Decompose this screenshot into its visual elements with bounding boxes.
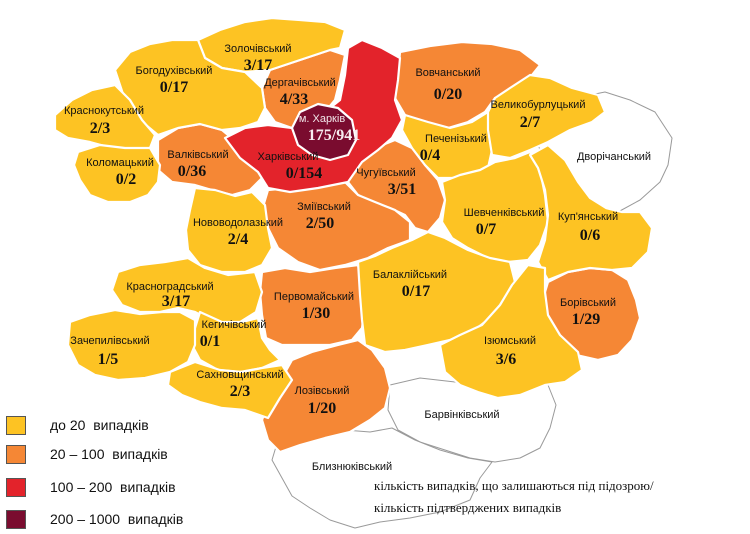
region-blyzniukivskyi[interactable] <box>271 427 493 529</box>
label-pechenizkyi: Печенізький <box>425 133 487 145</box>
legend-label-orange: 20 – 100 випадків <box>50 446 168 462</box>
label-zachepylivskyi: Зачепилівський <box>70 335 149 347</box>
region-izyumskyi[interactable] <box>438 263 584 400</box>
label-chuhuivskyi: Чугуївський <box>356 167 415 179</box>
region-bohodukhivskyi[interactable] <box>113 38 267 137</box>
legend-swatch-orange <box>6 444 26 464</box>
value-vovchanskyi: 0/20 <box>434 86 462 103</box>
value-valkivskyi: 0/36 <box>178 163 206 180</box>
region-novovodolazkyi[interactable] <box>184 186 274 274</box>
region-sakhnovshchynskyi[interactable] <box>166 360 294 420</box>
region-m-kharkiv[interactable] <box>290 102 358 162</box>
label-velykoburlutskyi: Великобурлуцький <box>491 99 586 111</box>
legend-item-maroon: 200 – 1000 випадків <box>6 508 183 530</box>
label-lozivskyi: Лозівський <box>295 385 350 397</box>
legend-label-red: 100 – 200 випадків <box>50 479 176 495</box>
value-pechenizkyi: 0/4 <box>420 147 440 164</box>
label-zolochivskyi: Золочівський <box>224 43 291 55</box>
value-borivskyi: 1/29 <box>572 311 600 328</box>
value-velykoburlutskyi: 2/7 <box>520 114 540 131</box>
label-shevchenkivskyi: Шевченківський <box>464 207 545 219</box>
label-kolomatskyi: Коломацький <box>86 157 154 169</box>
label-barvinkivskyi: Барвінківський <box>424 409 499 421</box>
value-m-kharkiv: 175/941 <box>308 127 360 144</box>
value-zmiivskyi: 2/50 <box>306 215 334 232</box>
value-kehychivskyi: 0/1 <box>200 333 220 350</box>
legend-swatch-red <box>6 477 26 497</box>
legend-item-yellow: до 20 випадків <box>6 414 149 436</box>
region-pervomaiskyi[interactable] <box>258 263 367 347</box>
value-shevchenkivskyi: 0/7 <box>476 221 496 238</box>
value-kharkivskyi: 0/154 <box>286 165 322 182</box>
region-labels: Золочівський 3/17 Богодухівський 0/17 Де… <box>64 43 651 473</box>
region-velykoburlutskyi[interactable] <box>486 73 607 160</box>
value-novovodolazkyi: 2/4 <box>228 231 248 248</box>
label-kehychivskyi: Кегичівський <box>202 319 267 331</box>
value-sakhnovshchynskyi: 2/3 <box>230 383 250 400</box>
legend-item-red: 100 – 200 випадків <box>6 476 176 498</box>
label-balakliiskyi: Балаклійський <box>373 269 447 281</box>
label-krasnokutskyi: Краснокутський <box>64 105 144 117</box>
label-vovchanskyi: Вовчанський <box>415 67 480 79</box>
label-derhachivskyi: Дергачівський <box>264 77 336 89</box>
region-krasnokutskyi[interactable] <box>53 83 157 154</box>
region-kolomatskyi[interactable] <box>72 143 162 204</box>
value-derhachivskyi: 4/33 <box>280 91 308 108</box>
legend-swatch-maroon <box>6 509 26 529</box>
value-kolomatskyi: 0/2 <box>116 171 136 188</box>
value-kupianskyi: 0/6 <box>580 227 600 244</box>
label-novovodolazkyi: Нововодолазький <box>193 217 283 229</box>
region-zachepylivskyi[interactable] <box>66 308 197 382</box>
label-krasnohradskyi: Красноградський <box>126 281 213 293</box>
label-kupianskyi: Куп'янський <box>558 211 618 223</box>
label-bohodukhivskyi: Богодухівський <box>136 65 213 77</box>
label-pervomaiskyi: Первомайський <box>274 291 354 303</box>
label-blyzniukivskyi: Близнюківський <box>312 461 392 473</box>
legend-label-yellow: до 20 випадків <box>50 417 149 433</box>
legend-swatch-yellow <box>6 415 26 435</box>
note-line-2: кількість підтверджених випадків <box>374 500 562 515</box>
value-pervomaiskyi: 1/30 <box>302 305 330 322</box>
label-kharkivskyi: Харківський <box>258 151 319 163</box>
label-valkivskyi: Валківський <box>167 149 228 161</box>
value-lozivskyi: 1/20 <box>308 400 336 417</box>
label-sakhnovshchynskyi: Сахновщинський <box>196 369 283 381</box>
label-izyumskyi: Ізюмський <box>484 335 536 347</box>
legend-item-orange: 20 – 100 випадків <box>6 443 168 465</box>
value-chuhuivskyi: 3/51 <box>388 181 416 198</box>
value-balakliiskyi: 0/17 <box>402 283 430 300</box>
value-krasnohradskyi: 3/17 <box>162 293 190 310</box>
value-bohodukhivskyi: 0/17 <box>160 79 188 96</box>
value-zolochivskyi: 3/17 <box>244 57 272 74</box>
region-kupianskyi[interactable] <box>528 143 654 282</box>
label-dvorichanskyi: Дворічанський <box>577 151 651 163</box>
region-shevchenkivskyi[interactable] <box>440 150 550 264</box>
legend-label-maroon: 200 – 1000 випадків <box>50 511 184 527</box>
value-izyumskyi: 3/6 <box>496 351 516 368</box>
label-borivskyi: Борівський <box>560 297 616 309</box>
label-m-kharkiv: м. Харків <box>299 113 346 125</box>
value-zachepylivskyi: 1/5 <box>98 351 118 368</box>
note-line-1: кількість випадків, що залишаються під п… <box>374 478 654 493</box>
label-zmiivskyi: Зміївський <box>297 201 351 213</box>
value-krasnokutskyi: 2/3 <box>90 120 110 137</box>
